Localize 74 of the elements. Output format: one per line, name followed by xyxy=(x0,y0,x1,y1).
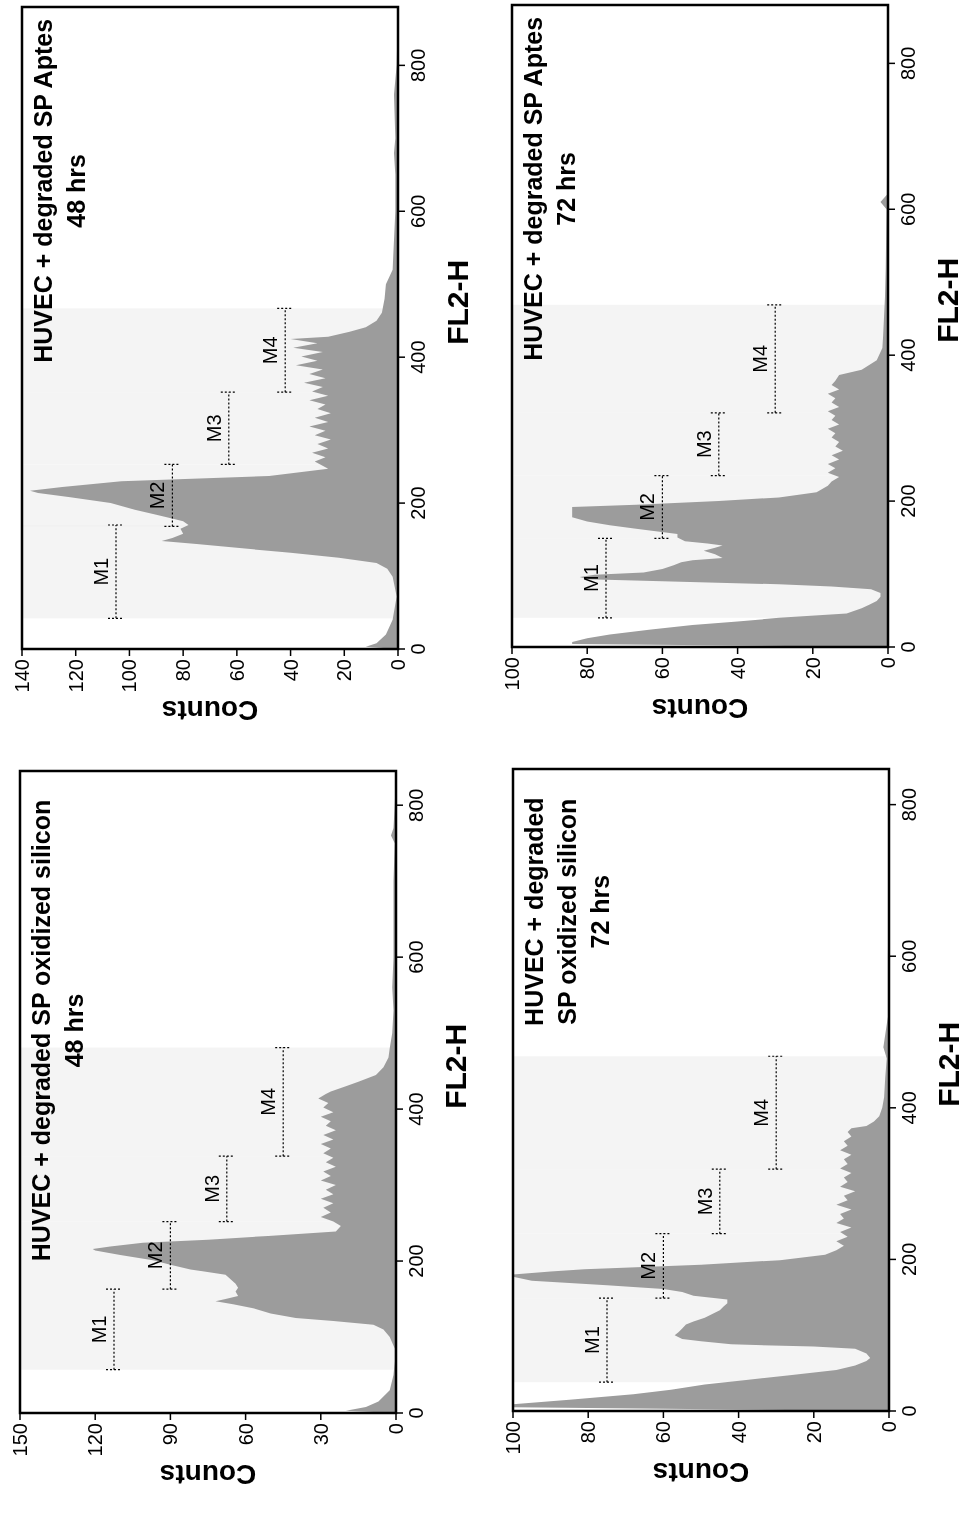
x-tick-label: 20 xyxy=(801,657,824,680)
y-tick-label: 600 xyxy=(405,940,427,974)
x-tick-label: 20 xyxy=(802,1421,825,1444)
y-tick-label: 400 xyxy=(898,1091,920,1125)
y-axis-title: FL2-H xyxy=(932,1021,965,1107)
x-tick-label: 30 xyxy=(309,1423,332,1446)
x-tick-label: 80 xyxy=(172,659,195,682)
y-tick-label: 200 xyxy=(407,486,429,520)
y-tick-label: 600 xyxy=(897,192,919,226)
y-axis-title: FL2-H xyxy=(439,1023,472,1109)
y-tick-label: 0 xyxy=(405,1407,427,1419)
band-label: M2 xyxy=(144,1241,167,1270)
x-tick-label: 80 xyxy=(577,1421,600,1444)
x-tick-label: 120 xyxy=(64,659,87,693)
x-tick-label: 90 xyxy=(159,1423,182,1446)
x-tick-label: 0 xyxy=(878,1421,900,1433)
x-tick-label: 40 xyxy=(279,659,302,682)
text: HUVEC + degraded SP oxidized silicon 48 hrs xyxy=(27,799,88,1262)
band-label: M4 xyxy=(257,1087,280,1116)
x-axis-title: Counts xyxy=(652,1457,750,1488)
x-tick-label: 60 xyxy=(225,659,248,682)
band-label: M1 xyxy=(88,1315,110,1344)
x-tick-label: 100 xyxy=(118,659,141,693)
y-tick-label: 800 xyxy=(407,48,429,83)
x-tick-label: 150 xyxy=(9,1423,31,1457)
text: HUVEC + degraded SP oxidized silicon 72 hrs xyxy=(520,797,614,1026)
text: HUVEC + degraded SP Aptes 48 hrs xyxy=(29,18,90,363)
x-tick-label: 80 xyxy=(576,657,599,680)
band-label: M4 xyxy=(750,1098,773,1127)
x-tick-label: 100 xyxy=(501,657,523,691)
y-tick-label: 800 xyxy=(405,788,427,822)
band-label: M1 xyxy=(581,1326,603,1355)
x-tick-label: 0 xyxy=(387,659,409,671)
x-tick-label: 0 xyxy=(385,1423,407,1435)
x-tick-label: 100 xyxy=(502,1421,524,1455)
x-tick-label: 20 xyxy=(333,659,356,682)
x-axis-title: Counts xyxy=(159,1459,257,1490)
y-tick-label: 0 xyxy=(407,643,429,655)
band-label: M2 xyxy=(636,493,659,521)
y-tick-label: 400 xyxy=(897,338,919,372)
band-label: M2 xyxy=(146,481,169,510)
y-tick-label: 0 xyxy=(898,1405,920,1417)
band-label: M2 xyxy=(637,1251,660,1280)
y-tick-label: 600 xyxy=(898,939,920,973)
y-tick-label: 800 xyxy=(897,46,919,81)
x-axis-title: Counts xyxy=(651,693,749,724)
x-tick-label: 40 xyxy=(727,1421,750,1444)
y-tick-label: 600 xyxy=(407,194,429,228)
band-label: M3 xyxy=(200,1174,223,1203)
x-tick-label: 140 xyxy=(11,659,33,693)
band-label: M1 xyxy=(580,564,602,592)
band-label: M3 xyxy=(693,1187,716,1216)
band-label: M1 xyxy=(90,557,112,586)
band-label: M4 xyxy=(259,336,282,365)
y-tick-label: 200 xyxy=(897,484,919,518)
y-tick-label: 800 xyxy=(898,787,920,822)
text: HUVEC + degraded SP Aptes 72 hrs xyxy=(519,16,580,361)
x-tick-label: 0 xyxy=(877,657,899,669)
x-tick-label: 60 xyxy=(651,657,674,680)
y-tick-label: 200 xyxy=(405,1244,427,1278)
y-tick-label: 0 xyxy=(897,641,919,653)
y-axis-title: FL2-H xyxy=(931,257,964,343)
band-label: M3 xyxy=(202,414,225,443)
y-tick-label: 400 xyxy=(405,1092,427,1126)
y-tick-label: 200 xyxy=(898,1242,920,1277)
band-label: M4 xyxy=(749,344,772,373)
x-tick-label: 40 xyxy=(726,657,749,680)
band-label: M3 xyxy=(692,430,715,459)
x-axis-title: Counts xyxy=(161,695,259,726)
x-tick-label: 60 xyxy=(652,1421,675,1444)
y-axis-title: FL2-H xyxy=(441,259,474,345)
x-tick-label: 60 xyxy=(234,1423,257,1446)
x-tick-label: 120 xyxy=(84,1423,107,1457)
y-tick-label: 400 xyxy=(407,340,429,374)
